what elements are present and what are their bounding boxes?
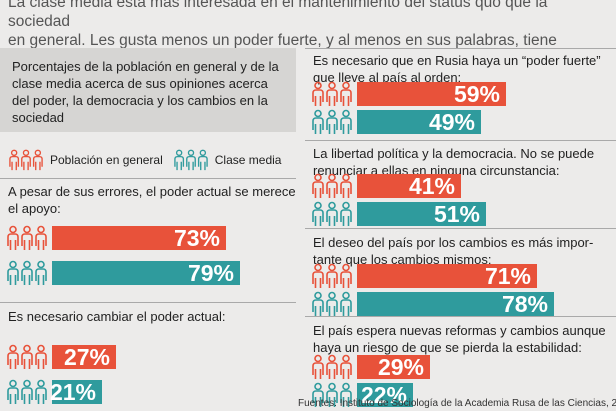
legend-media-label: Clase media [214,153,282,167]
bar-value-label: 41% [408,173,455,199]
question-title-line-2: haya un riesgo de que se pierda la estab… [313,340,582,355]
intro-text: Porcentajes de la población en general y… [12,59,279,125]
question-title: A pesar de sus errores, el poder actual … [8,184,296,199]
bar-general: 29% [357,355,430,379]
question-title-line-2: tante que los cambios mismos: [313,252,492,267]
bar-media: 79% [52,261,240,285]
bar-general: 27% [52,345,116,369]
people-outline-orange-icon [312,263,352,288]
question-title-line-2: que lleve al país al orden: [313,70,462,85]
bar-media: 78% [357,292,554,316]
bar-value-label: 49% [428,109,475,135]
source-footer: Fuentes: Instituto de Sociología de la A… [298,398,616,409]
bar-value-label: 51% [433,201,480,227]
people-outline-orange-icon [312,81,352,106]
divider-right-4 [305,316,616,317]
people-outline-teal-icon [312,109,352,134]
people-outline-teal-icon [7,379,47,404]
people-outline-orange-icon [7,225,47,250]
divider-right-1 [305,48,616,49]
bar-value-label: 78% [501,291,548,317]
people-outline-orange-icon [9,149,43,171]
bar-value-label: 22% [360,382,407,408]
question-title: El país espera nuevas reformas y cambios… [313,323,606,338]
divider-right-2 [305,140,616,141]
question-title: Es necesario que en Rusia haya un “poder… [313,53,601,68]
bar-media: 22% [357,383,413,407]
bar-value-label: 59% [453,81,500,107]
header-line-1: La clase media está más interesada en el… [8,0,548,30]
people-outline-orange-icon [7,344,47,369]
bar-value-label: 29% [377,354,424,380]
bar-value-label: 79% [187,260,234,286]
question-title-line-2: el apoyo: [8,201,61,216]
bar-general: 73% [52,226,226,250]
question-title: El deseo del país por los cambios es más… [313,235,594,250]
question-title: La libertad política y la democracia. No… [313,146,595,161]
divider-left-2 [0,302,296,303]
bar-value-label: 21% [49,379,96,405]
people-outline-teal-icon [174,149,208,171]
people-outline-teal-icon [312,382,352,407]
bar-general: 59% [357,82,506,106]
divider-right-3 [305,228,616,229]
bar-general: 71% [357,264,537,288]
bar-media: 51% [357,202,486,226]
people-outline-orange-icon [312,173,352,198]
legend: Población en general Clase media [8,148,291,172]
intro-box: Porcentajes de la población en general y… [0,48,296,132]
people-outline-orange-icon [312,354,352,379]
bar-value-label: 27% [63,344,110,370]
bar-general: 41% [357,174,461,198]
people-outline-teal-icon [312,201,352,226]
bar-value-label: 71% [484,263,531,289]
divider-left-1 [0,178,296,179]
bar-media: 21% [49,379,102,405]
bar-media: 49% [357,110,481,134]
legend-general-label: Población en general [50,153,163,167]
people-outline-teal-icon [7,260,47,285]
people-outline-teal-icon [312,291,352,316]
question-title: Es necesario cambiar el poder actual: [8,309,226,324]
bar-value-label: 73% [173,225,220,251]
